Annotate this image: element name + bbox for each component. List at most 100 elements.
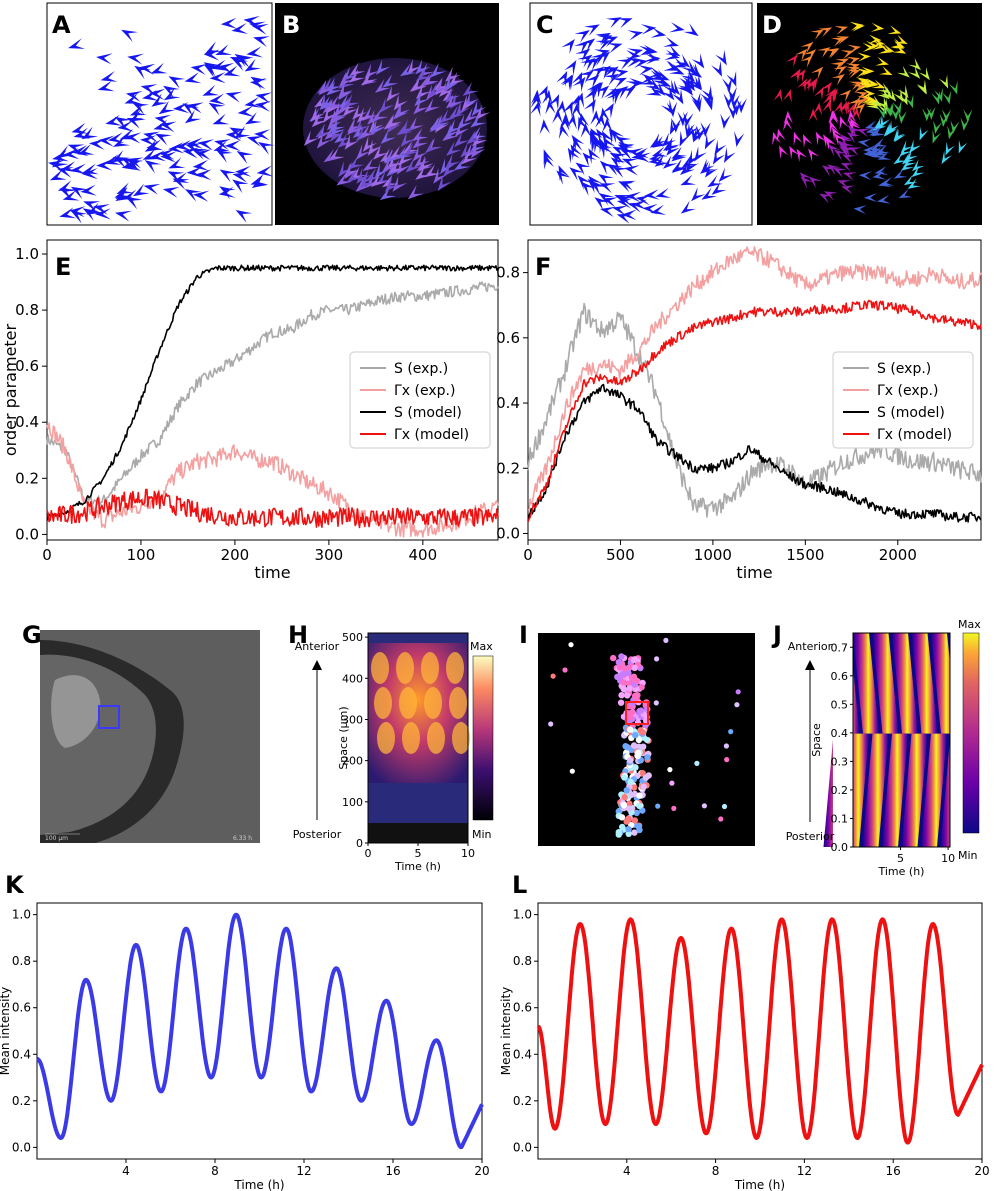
panel-label-c: C [536, 11, 554, 39]
velocity-arrow [707, 174, 723, 188]
velocity-arrow [625, 191, 642, 203]
cell-sphere [636, 826, 643, 834]
velocity-arrow [680, 67, 696, 82]
series-line-1 [46, 422, 499, 538]
panel-a-arrows [48, 15, 275, 224]
y-tick-label: 0.5 [831, 698, 849, 711]
velocity-arrow [412, 145, 428, 162]
velocity-arrow [184, 72, 202, 84]
velocity-arrow [934, 87, 943, 102]
velocity-arrow [614, 195, 631, 205]
y-tick-label: 0.6 [513, 1001, 532, 1015]
cell-sphere [620, 685, 627, 693]
velocity-arrow [338, 94, 355, 109]
velocity-arrow [250, 174, 268, 185]
velocity-arrow [868, 95, 882, 107]
velocity-arrow [624, 165, 640, 176]
velocity-arrow [660, 99, 674, 115]
velocity-arrow [425, 138, 441, 154]
velocity-arrow [605, 17, 622, 29]
velocity-arrow [908, 57, 921, 71]
velocity-arrow [616, 58, 633, 70]
velocity-arrow [96, 53, 113, 65]
velocity-arrow [640, 24, 657, 35]
panel-label-d: D [762, 11, 782, 39]
velocity-arrow [853, 205, 867, 215]
cell-sphere [626, 800, 633, 807]
velocity-arrow [815, 131, 826, 146]
velocity-arrow [893, 153, 907, 165]
velocity-arrow [62, 189, 80, 201]
velocity-arrow [446, 141, 462, 156]
velocity-arrow [671, 88, 684, 105]
cell-sphere [623, 787, 630, 794]
velocity-arrow [595, 32, 611, 45]
cell-sphere [625, 805, 633, 812]
heatmap-frame [852, 632, 951, 848]
velocity-arrow [243, 15, 260, 27]
panel-c-arrows [530, 17, 747, 224]
velocity-arrow [800, 55, 813, 68]
cell-sphere [618, 692, 625, 699]
velocity-arrow [470, 113, 487, 128]
velocity-arrow [835, 58, 850, 68]
velocity-arrow [185, 143, 202, 154]
velocity-arrow [680, 174, 697, 186]
velocity-arrow [582, 152, 597, 167]
panel-i-cells [548, 637, 741, 838]
velocity-arrow [829, 120, 839, 135]
micro-g-bright-region [51, 675, 101, 748]
velocity-arrow [235, 165, 252, 177]
velocity-arrow [209, 93, 226, 105]
velocity-arrow [714, 139, 727, 156]
velocity-arrow [543, 149, 554, 166]
velocity-arrow [916, 81, 927, 95]
velocity-arrow [311, 112, 328, 128]
velocity-arrow [403, 142, 420, 156]
velocity-arrow [356, 107, 372, 123]
velocity-arrow [245, 112, 262, 125]
velocity-arrow [612, 166, 628, 178]
velocity-arrow [655, 187, 672, 198]
velocity-arrow [600, 143, 613, 159]
velocity-arrow [328, 118, 345, 133]
anterior-label: Anterior [788, 640, 833, 653]
velocity-arrow [834, 26, 849, 35]
velocity-arrow [799, 172, 813, 185]
velocity-arrow [581, 181, 596, 196]
chart-e: 0 100 200 300 400 0.0 0.2 0.4 0.6 0.8 1.0 time order… [1, 239, 499, 582]
velocity-arrow [208, 102, 226, 116]
velocity-arrow [325, 98, 341, 114]
velocity-arrow [599, 107, 610, 124]
cell-sphere [621, 774, 628, 781]
velocity-arrow [932, 129, 942, 144]
cell-sphere [562, 667, 568, 673]
velocity-arrow [687, 149, 701, 166]
x-axis-label: Time (h) [394, 860, 441, 873]
velocity-arrow [51, 154, 69, 168]
velocity-arrow [666, 80, 680, 95]
velocity-arrow [859, 80, 873, 90]
velocity-arrow [594, 137, 605, 153]
velocity-arrow [793, 131, 803, 146]
y-tick-label: 0.6 [15, 357, 39, 375]
velocity-arrow [163, 87, 181, 101]
panel-label-h: H [288, 621, 308, 649]
velocity-arrow [457, 114, 473, 130]
velocity-arrow [70, 186, 88, 200]
velocity-arrow [530, 93, 541, 109]
series-line-3 [46, 488, 499, 529]
cell-sphere [735, 689, 741, 695]
velocity-arrow [583, 99, 596, 115]
velocity-arrow [783, 89, 792, 103]
velocity-arrow [642, 44, 658, 56]
velocity-arrow [361, 70, 378, 86]
velocity-arrow [428, 82, 445, 97]
y-tick-label: 0.2 [496, 459, 520, 477]
velocity-arrow [633, 147, 650, 159]
velocity-arrow [830, 37, 845, 47]
velocity-arrow [462, 82, 479, 96]
velocity-arrow [690, 92, 701, 109]
velocity-arrow [808, 176, 822, 189]
velocity-arrow [197, 139, 215, 151]
